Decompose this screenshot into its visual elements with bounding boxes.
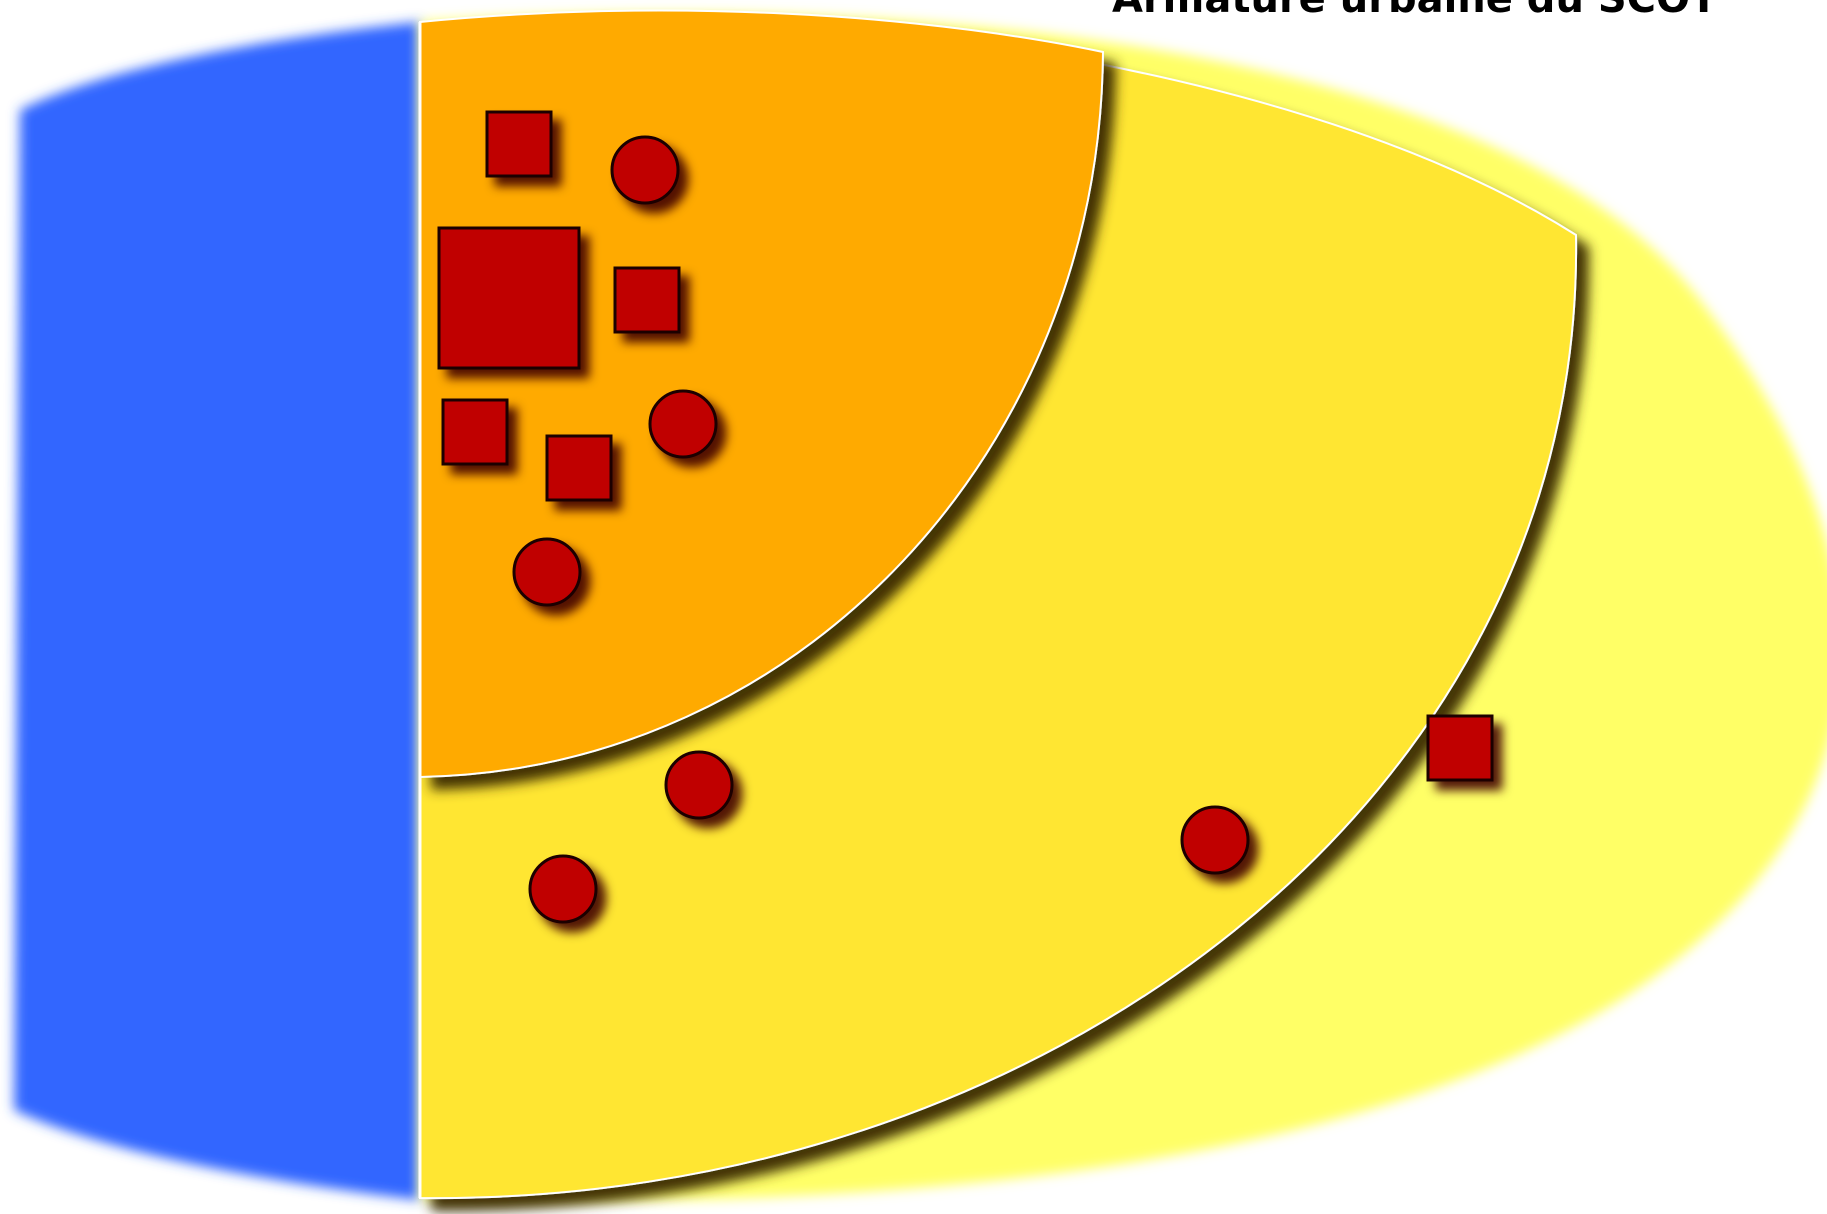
square-marker: [485, 110, 553, 178]
square-marker: [441, 398, 509, 466]
circle-marker: [610, 135, 680, 205]
circle-marker: [528, 854, 598, 924]
circle-marker: [664, 750, 734, 820]
circle-marker: [648, 389, 718, 459]
inner-core: [419, 9, 1105, 779]
diagram-title: Armature urbaine du SCOT: [1112, 0, 1812, 22]
square-marker: [545, 434, 613, 502]
circle-marker: [1180, 805, 1250, 875]
settlement-markers: [437, 110, 1494, 924]
square-marker: [1426, 714, 1494, 782]
circle-marker: [512, 537, 582, 607]
square-marker: [613, 266, 681, 334]
left-zone: [14, 22, 420, 1200]
square-marker: [437, 226, 581, 370]
